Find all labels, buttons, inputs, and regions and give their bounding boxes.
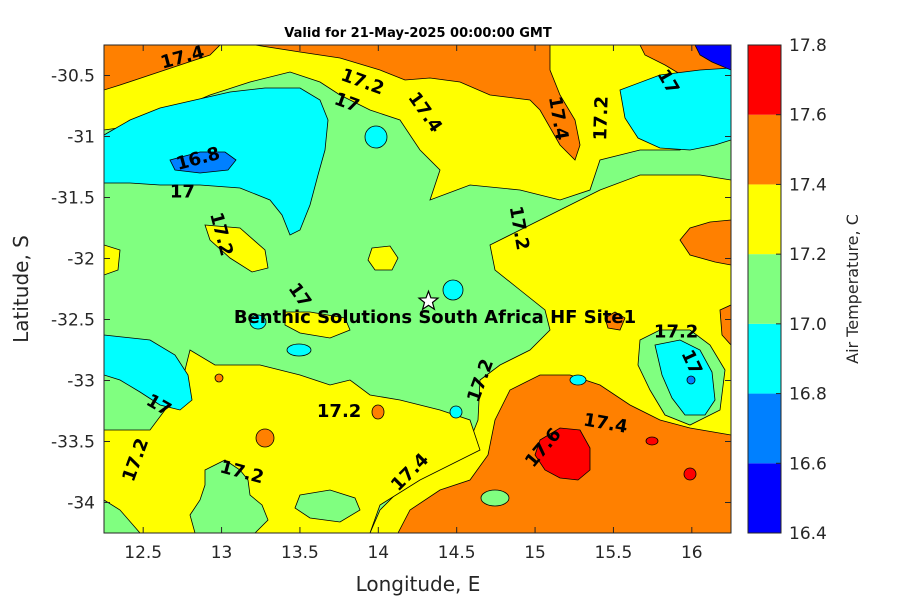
colorbar-tick-label: 17.4	[789, 175, 827, 195]
x-tick-label: 14	[367, 543, 389, 563]
colorbar-tick-label: 17.2	[789, 245, 827, 265]
contour-label: 17	[170, 181, 195, 202]
level-17-2-region-west-small	[104, 244, 121, 276]
level-17-0-island-south-2	[294, 489, 361, 523]
x-tick-label: 13.5	[281, 543, 319, 563]
plot-frame	[103, 44, 732, 534]
level-16-6-blob-east	[686, 375, 696, 385]
contour-map	[104, 45, 731, 533]
level-16-6-region-northwest	[169, 151, 237, 174]
level-17-4-spot-2	[371, 404, 385, 420]
level-16-8-region-east	[654, 339, 716, 416]
colorbar-segment	[748, 393, 781, 464]
level-17-4-region-southeast	[719, 304, 731, 346]
colorbar-segment	[748, 254, 781, 324]
y-tick-label: -31	[67, 128, 95, 148]
colorbar-tick-label: 16.6	[789, 454, 827, 474]
colorbar-segment	[748, 323, 781, 394]
level-17-0-spot-south	[480, 489, 510, 507]
chart-title: Valid for 21-May-2025 00:00:00 GMT	[284, 26, 552, 41]
y-axis-label: Latitude, S	[9, 235, 33, 343]
x-tick-label: 15	[524, 543, 546, 563]
level-17-6-region-south	[534, 427, 591, 481]
level-17-4-region-east	[679, 219, 731, 266]
level-16-8-blob-1	[364, 125, 388, 149]
x-tick-label: 15.5	[595, 543, 633, 563]
y-tick-label: -31.5	[51, 189, 95, 209]
level-16-4-region-northeast	[694, 45, 731, 71]
level-17-4-spot-3	[214, 373, 224, 383]
site-label: Benthic Solutions South Africa HF Site1	[234, 307, 636, 328]
x-tick-label: 14.5	[438, 543, 476, 563]
level-17-4-spot-1	[255, 428, 275, 448]
colorbar-tick-label: 17.0	[789, 315, 827, 335]
level-17-0-island-south	[189, 459, 269, 533]
level-17-2-region-south	[104, 349, 481, 533]
y-tick-label: -33	[67, 372, 95, 392]
level-16-8-blob-6	[569, 374, 587, 386]
level-16-8-blob-5	[449, 405, 463, 419]
colorbar-segment	[748, 463, 781, 533]
level-17-2-region-small-1	[204, 224, 269, 273]
colorbar: 16.4 16.6 16.8 17.0 17.2 17.4 17.6 17.8	[747, 36, 827, 544]
level-17-2-region-northwest	[104, 45, 731, 201]
colorbar-label: Air Temperature, C	[843, 214, 862, 364]
x-axis-ticks: 12.5 13 13.5 14 14.5 15 15.5 16	[124, 45, 703, 563]
contour-label: 17.2	[654, 322, 698, 343]
colorbar-segment	[748, 184, 781, 255]
level-17-4-region-north	[254, 45, 581, 161]
colorbar-segment	[748, 114, 781, 185]
colorbar-tick-label: 16.8	[789, 385, 827, 405]
colorbar-tick-label: 16.4	[789, 524, 827, 544]
level-16-8-region-northeast	[619, 67, 731, 151]
y-tick-label: -32	[67, 250, 95, 270]
colorbar-frame	[747, 44, 782, 534]
x-tick-label: 13	[211, 543, 233, 563]
x-axis-label: Longitude, E	[356, 572, 481, 596]
x-tick-label: 12.5	[124, 543, 162, 563]
level-16-8-blob-4	[249, 314, 267, 330]
level-17-4-region-small-west	[604, 311, 626, 331]
level-16-8-region-west	[104, 334, 193, 411]
y-tick-label: -34	[67, 494, 95, 514]
level-17-4-region-northwest	[104, 45, 221, 91]
y-tick-label: -32.5	[51, 311, 95, 331]
site-star-icon	[417, 289, 440, 311]
contour-label: 17.2	[590, 96, 613, 141]
contour-label: 17.2	[317, 401, 361, 422]
colorbar-tick-label: 17.8	[789, 36, 827, 56]
colorbar-tick-label: 17.6	[789, 106, 827, 126]
y-tick-label: -33.5	[51, 433, 95, 453]
y-axis-ticks: -30.5 -31 -31.5 -32 -32.5 -33 -33.5 -34	[51, 67, 731, 514]
level-17-6-blob-2	[683, 467, 697, 481]
y-tick-label: -30.5	[51, 67, 95, 87]
level-17-2-region-center-blob	[284, 311, 351, 339]
level-16-8-blob-2	[442, 279, 464, 301]
level-17-2-region-small-2	[367, 245, 399, 271]
level-16-8-blob-3	[286, 343, 312, 357]
x-tick-label: 16	[681, 543, 703, 563]
site-marker: Benthic Solutions South Africa HF Site1	[234, 289, 636, 328]
level-17-6-blob-1	[645, 436, 659, 446]
colorbar-segment	[748, 45, 781, 115]
